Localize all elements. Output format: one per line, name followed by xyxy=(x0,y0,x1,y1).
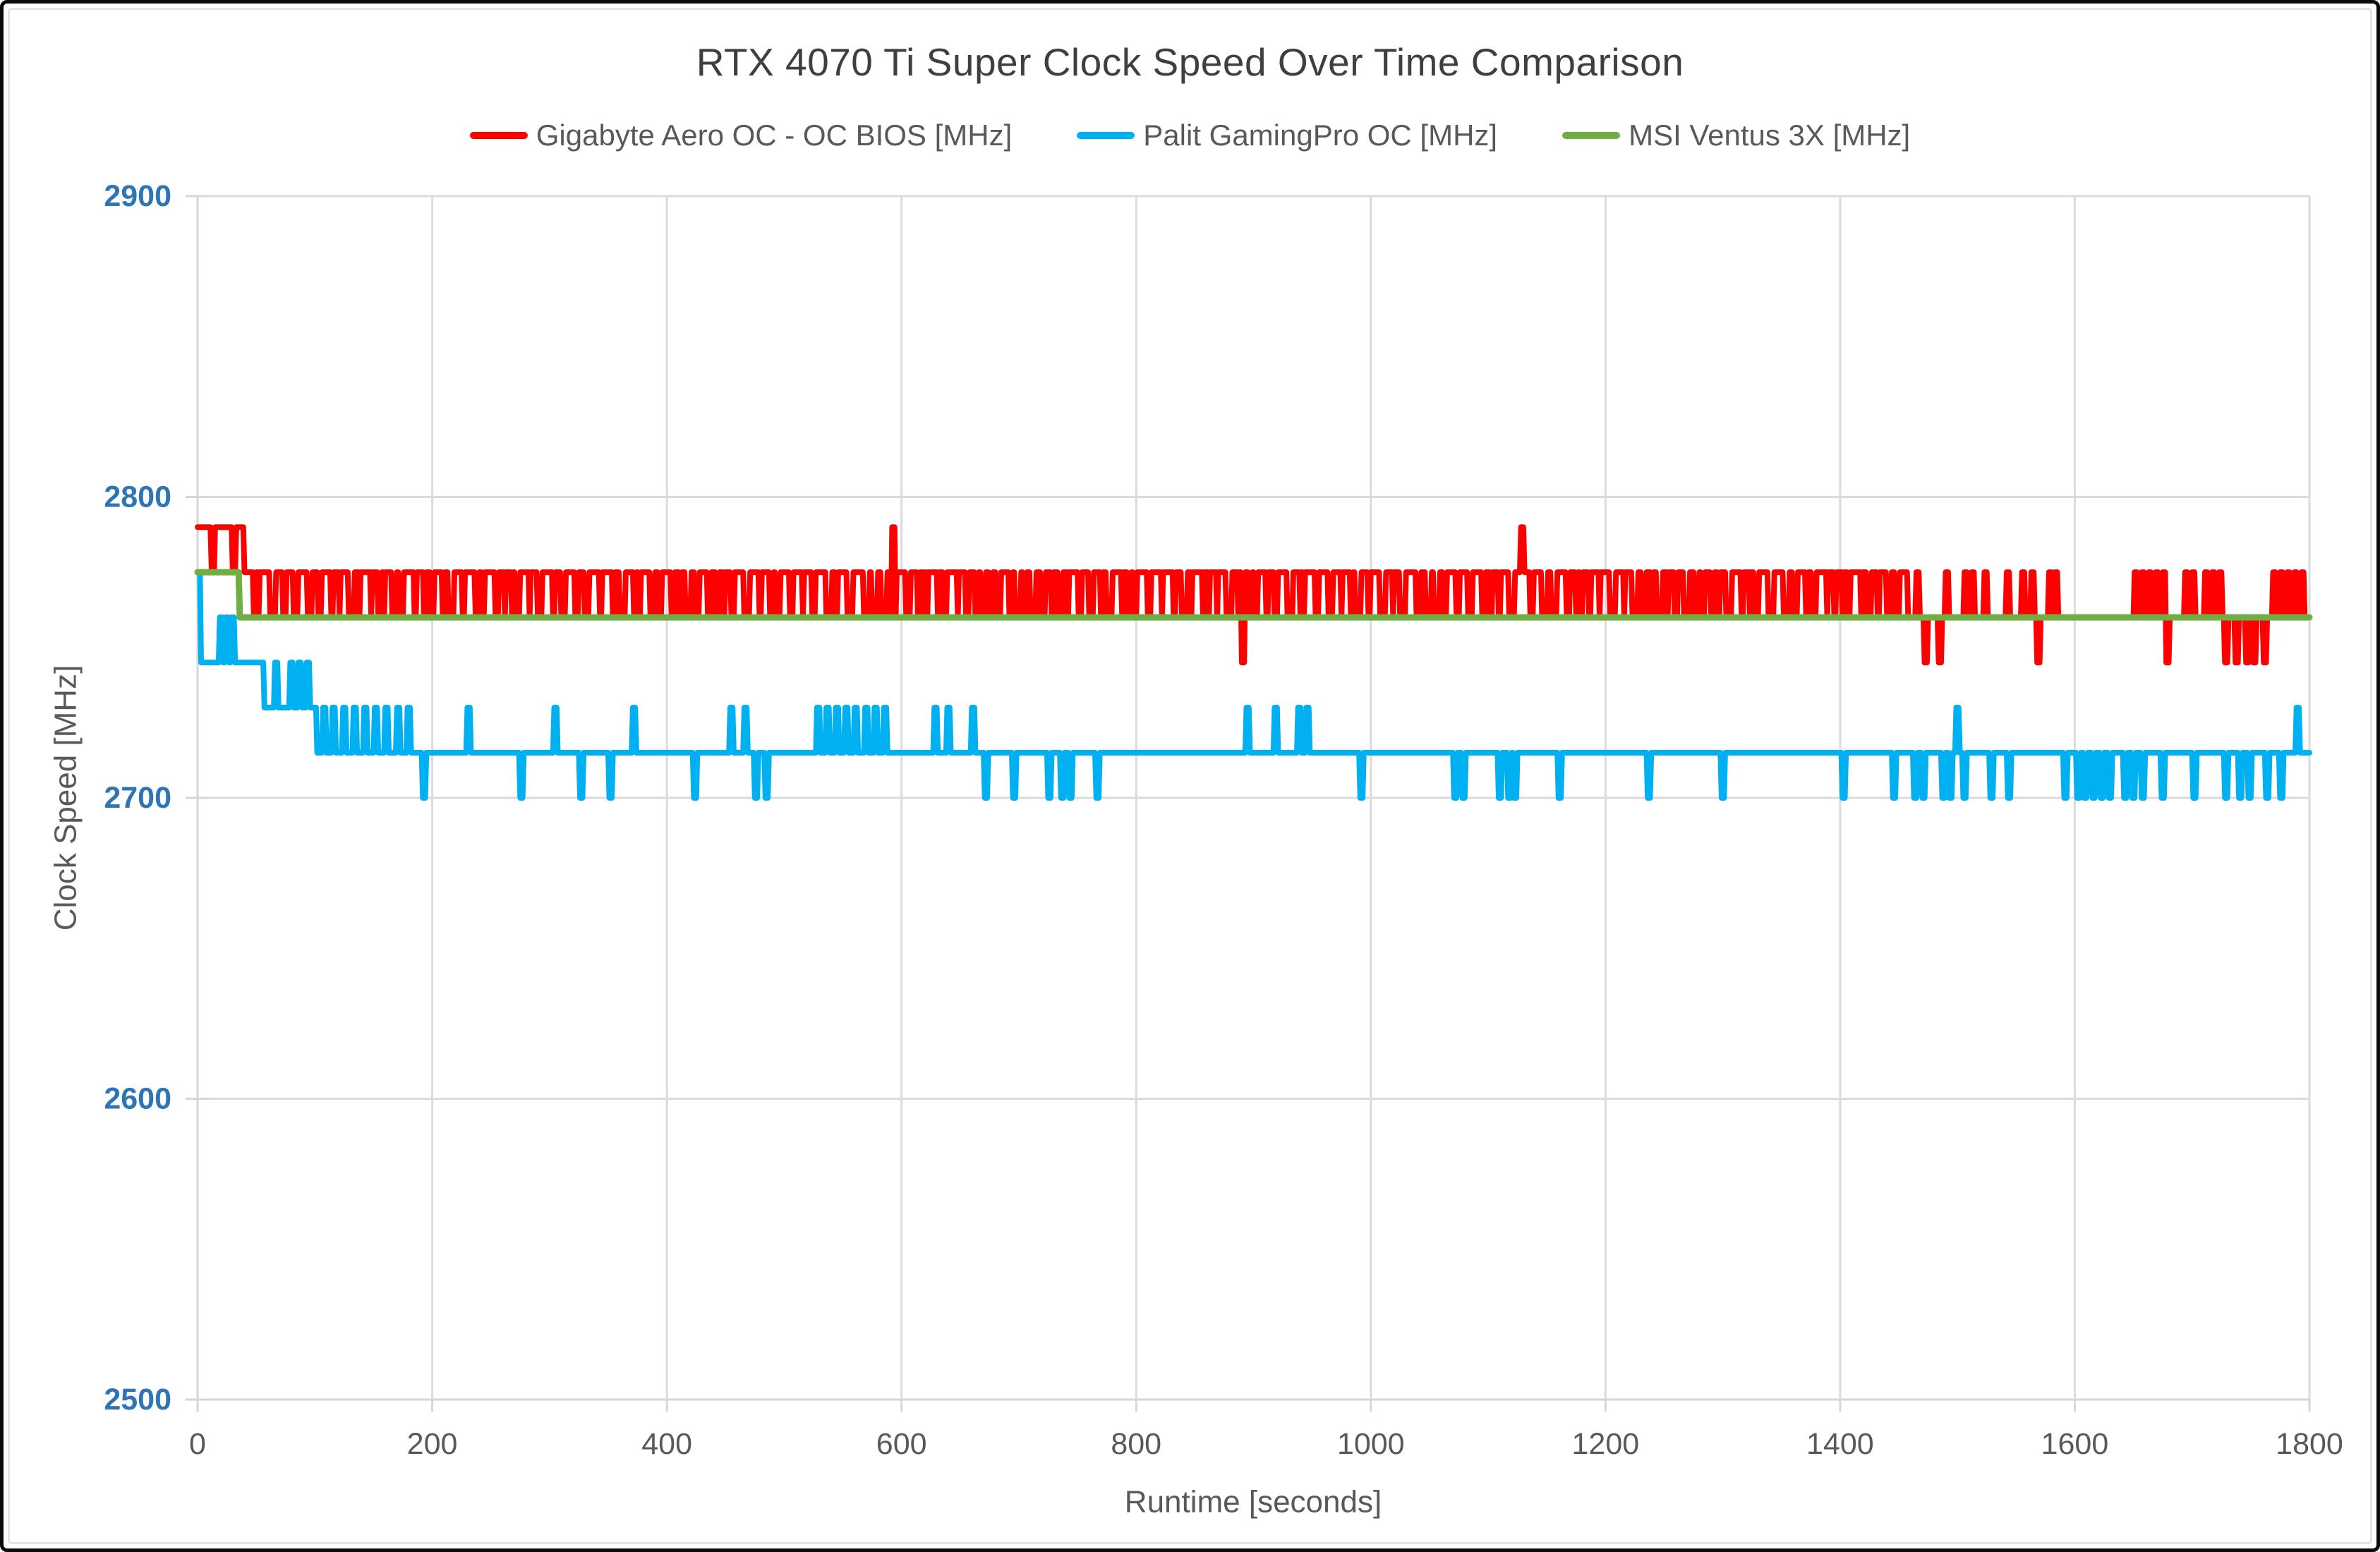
y-tick-label-2800: 2800 xyxy=(104,480,171,514)
tick-labels: 2500 2600 2700 2800 2900 0 200 400 600 800 1000 120… xyxy=(104,179,2343,1461)
legend-swatch-icon xyxy=(1562,132,1621,139)
y-tick-label-2600: 2600 xyxy=(104,1082,171,1116)
series-line-2 xyxy=(195,569,2312,801)
x-tick-label-0: 0 xyxy=(189,1427,206,1461)
plot-area: 2500 2600 2700 2800 2900 0 200 400 600 800 1000 120… xyxy=(49,179,2343,1520)
x-axis-title: Runtime [seconds] xyxy=(1125,1485,1382,1520)
series-line-3 xyxy=(194,569,2313,621)
legend-label: MSI Ventus 3X [MHz] xyxy=(1629,119,1911,152)
legend-label: Palit GamingPro OC [MHz] xyxy=(1143,119,1498,152)
legend-swatch-icon xyxy=(1077,132,1135,139)
x-tick-label-1800: 1800 xyxy=(2276,1427,2343,1461)
x-tick-label-1200: 1200 xyxy=(1571,1427,1639,1461)
y-tick-label-2500: 2500 xyxy=(104,1383,171,1417)
x-tick-label-1600: 1600 xyxy=(2041,1427,2109,1461)
legend-item-2: Palit GamingPro OC [MHz] xyxy=(1077,119,1497,152)
x-tick-label-1400: 1400 xyxy=(1806,1427,1874,1461)
x-tick-label-400: 400 xyxy=(641,1427,692,1461)
chart-title: RTX 4070 Ti Super Clock Speed Over Time … xyxy=(696,40,1684,84)
x-tick-label-200: 200 xyxy=(407,1427,458,1461)
legend-label: Gigabyte Aero OC - OC BIOS [MHz] xyxy=(536,119,1013,152)
x-tick-label-600: 600 xyxy=(876,1427,927,1461)
y-tick-label-2900: 2900 xyxy=(104,179,171,213)
y-tick-label-2700: 2700 xyxy=(104,781,171,815)
legend: Gigabyte Aero OC - OC BIOS [MHz] Palit Ga… xyxy=(4,119,2376,152)
legend-item-1: Gigabyte Aero OC - OC BIOS [MHz] xyxy=(469,119,1013,152)
x-tick-label-800: 800 xyxy=(1111,1427,1161,1461)
legend-swatch-icon xyxy=(469,132,528,139)
legend-item-3: MSI Ventus 3X [MHz] xyxy=(1562,119,1910,152)
series-lines xyxy=(194,524,2313,801)
x-tick-label-1000: 1000 xyxy=(1337,1427,1405,1461)
y-axis-title: Clock Speed [MHz] xyxy=(49,665,83,931)
series-line-1 xyxy=(195,524,2312,666)
tick-marks xyxy=(186,195,2311,1412)
